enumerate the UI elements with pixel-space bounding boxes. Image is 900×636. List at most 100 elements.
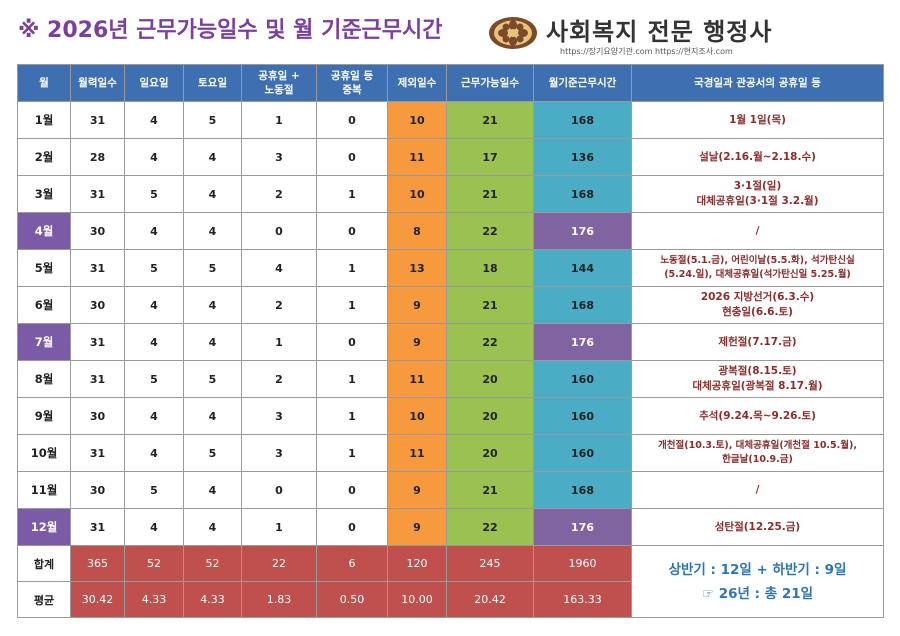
sundays-cell: 5 xyxy=(124,471,184,509)
public-holidays-cell: 3 xyxy=(241,434,317,472)
public-holidays-cell: 2 xyxy=(241,286,317,324)
excluded-days-cell: 10 xyxy=(387,175,447,213)
excluded-days-cell: 9 xyxy=(387,286,447,324)
overlap-holidays-cell: 1 xyxy=(316,397,388,435)
workable-days-cell: 18 xyxy=(446,249,534,287)
overlap-holidays-cell: 0 xyxy=(316,471,388,509)
total-value: 120 xyxy=(387,545,447,582)
average-value: 20.42 xyxy=(446,581,534,618)
calendar-days-cell: 31 xyxy=(70,323,125,361)
workable-days-cell: 20 xyxy=(446,434,534,472)
workable-days-cell: 17 xyxy=(446,138,534,176)
holiday-list-cell: 2026 지방선거(6.3.수) 현충일(6.6.토) xyxy=(631,286,884,324)
holiday-list-cell: 1월 1일(목) xyxy=(631,101,884,139)
excluded-days-cell: 9 xyxy=(387,471,447,509)
monthly-hours-cell: 144 xyxy=(533,249,632,287)
excluded-days-cell: 9 xyxy=(387,508,447,546)
calendar-days-cell: 31 xyxy=(70,434,125,472)
saturdays-cell: 4 xyxy=(183,212,242,250)
column-header: 일요일 xyxy=(124,64,184,102)
month-cell: 5월 xyxy=(17,249,71,287)
sundays-cell: 4 xyxy=(124,138,184,176)
public-holidays-cell: 1 xyxy=(241,101,317,139)
sundays-cell: 4 xyxy=(124,101,184,139)
table-row: 5월 31 5 5 4 1 13 18 144 노동절(5.1.금), 어린이날(5.5.화), … xyxy=(17,249,884,287)
holiday-list-cell: / xyxy=(631,212,884,250)
calendar-days-cell: 30 xyxy=(70,286,125,324)
excluded-days-cell: 11 xyxy=(387,434,447,472)
average-label: 평균 xyxy=(17,581,71,618)
table-row: 8월 31 5 5 2 1 11 20 160 광복절(8.15.토) 대체공휴일(광복절 8.1… xyxy=(17,360,884,398)
holiday-list-cell: 광복절(8.15.토) 대체공휴일(광복절 8.17.월) xyxy=(631,360,884,398)
overlap-holidays-cell: 1 xyxy=(316,434,388,472)
header-row: 월 월력일수 일요일 토요일 공휴일 + 노동절 공휴일 등 중복 제외일수 근무가능일수 월기… xyxy=(17,64,884,102)
month-cell: 4월 xyxy=(17,212,71,250)
total-row: 합계 365 52 52 22 6 120 245 1960 상반기 : 12일… xyxy=(17,545,884,618)
overlap-holidays-cell: 0 xyxy=(316,323,388,361)
month-cell: 10월 xyxy=(17,434,71,472)
public-holidays-cell: 2 xyxy=(241,360,317,398)
calendar-days-cell: 31 xyxy=(70,101,125,139)
column-header: 월기준근무시간 xyxy=(533,64,632,102)
table-row: 2월 28 4 4 3 0 11 17 136 설날(2.16.월~2.18.수) xyxy=(17,138,884,176)
workable-days-cell: 21 xyxy=(446,175,534,213)
table-row: 12월 31 4 4 1 0 9 22 176 성탄절(12.25.금) xyxy=(17,508,884,546)
workable-days-cell: 20 xyxy=(446,360,534,398)
column-header: 월력일수 xyxy=(70,64,125,102)
workable-days-cell: 22 xyxy=(446,508,534,546)
monthly-hours-cell: 168 xyxy=(533,471,632,509)
calendar-days-cell: 31 xyxy=(70,249,125,287)
total-value: 52 xyxy=(124,545,184,582)
saturdays-cell: 5 xyxy=(183,360,242,398)
overlap-holidays-cell: 1 xyxy=(316,360,388,398)
calendar-days-cell: 30 xyxy=(70,397,125,435)
column-header: 공휴일 등 중복 xyxy=(316,64,388,102)
brand-logo: 사회복지 전문 행정사 https://장기요양기관.com https://현… xyxy=(488,12,883,62)
saturdays-cell: 4 xyxy=(183,397,242,435)
calendar-days-cell: 30 xyxy=(70,212,125,250)
sundays-cell: 4 xyxy=(124,397,184,435)
month-cell: 3월 xyxy=(17,175,71,213)
saturdays-cell: 4 xyxy=(183,508,242,546)
public-holidays-cell: 3 xyxy=(241,138,317,176)
monthly-hours-cell: 168 xyxy=(533,175,632,213)
public-holidays-cell: 3 xyxy=(241,397,317,435)
holiday-list-cell: 3·1절(일) 대체공휴일(3·1절 3.2.월) xyxy=(631,175,884,213)
note-line-2: ☞ 26년 : 총 21일 xyxy=(701,585,814,602)
table-row: 7월 31 4 4 1 0 9 22 176 제헌절(7.17.금) xyxy=(17,323,884,361)
average-value: 0.50 xyxy=(316,581,388,618)
workable-days-cell: 21 xyxy=(446,471,534,509)
workable-days-cell: 22 xyxy=(446,212,534,250)
saturdays-cell: 5 xyxy=(183,101,242,139)
public-holidays-cell: 1 xyxy=(241,508,317,546)
average-value: 30.42 xyxy=(70,581,125,618)
public-holidays-cell: 2 xyxy=(241,175,317,213)
excluded-days-cell: 10 xyxy=(387,397,447,435)
total-value: 6 xyxy=(316,545,388,582)
brand-urls: https://장기요양기관.com https://현지조사.com xyxy=(560,47,733,56)
monthly-hours-cell: 168 xyxy=(533,101,632,139)
brand-name: 사회복지 전문 행정사 xyxy=(546,17,773,46)
total-value: 22 xyxy=(241,545,317,582)
monthly-hours-cell: 160 xyxy=(533,360,632,398)
average-value: 10.00 xyxy=(387,581,447,618)
average-row: 평균 30.42 4.33 4.33 1.83 0.50 10.00 20.42… xyxy=(17,581,884,618)
sundays-cell: 4 xyxy=(124,323,184,361)
holiday-list-cell: 설날(2.16.월~2.18.수) xyxy=(631,138,884,176)
public-holidays-cell: 4 xyxy=(241,249,317,287)
monthly-hours-cell: 176 xyxy=(533,323,632,361)
sundays-cell: 4 xyxy=(124,434,184,472)
overlap-holidays-cell: 0 xyxy=(316,212,388,250)
monthly-hours-cell: 160 xyxy=(533,397,632,435)
holiday-list-cell: 제헌절(7.17.금) xyxy=(631,323,884,361)
holiday-list-cell: 개천절(10.3.토), 대체공휴일(개천절 10.5.월), 한글날(10.9… xyxy=(631,434,884,472)
month-cell: 6월 xyxy=(17,286,71,324)
overlap-holidays-cell: 0 xyxy=(316,101,388,139)
saturdays-cell: 4 xyxy=(183,286,242,324)
table-row: 1월 31 4 5 1 0 10 21 168 1월 1일(목) xyxy=(17,101,884,139)
holiday-summary-note: 상반기 : 12일 + 하반기 : 9일 ☞ 26년 : 총 21일 xyxy=(631,545,884,618)
table-row: 6월 30 4 4 2 1 9 21 168 2026 지방선거(6.3.수) 현충일(6.6.토… xyxy=(17,286,884,324)
total-value: 245 xyxy=(446,545,534,582)
saturdays-cell: 4 xyxy=(183,323,242,361)
excluded-days-cell: 10 xyxy=(387,101,447,139)
